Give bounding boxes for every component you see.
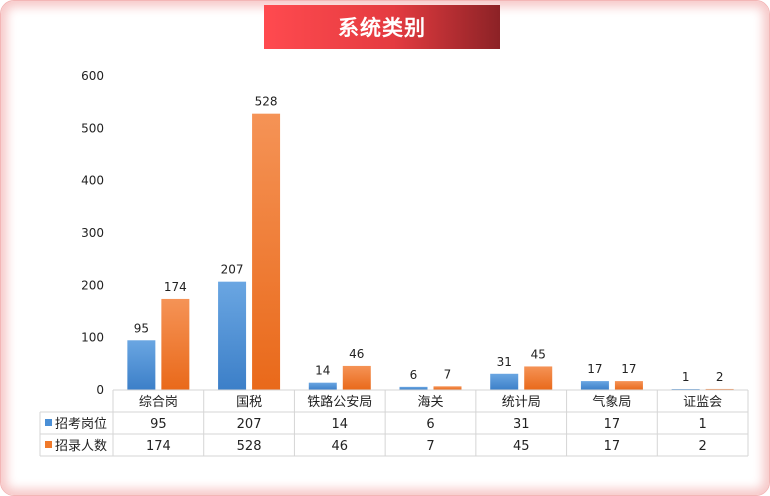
data-label: 17 — [621, 362, 636, 376]
y-tick-label: 400 — [81, 174, 104, 188]
table-cell-value: 1 — [699, 417, 707, 432]
table-cell-value: 31 — [513, 417, 530, 432]
data-label: 46 — [349, 347, 364, 361]
table-cell-value: 6 — [426, 417, 434, 432]
y-axis: 0 100 200 300 400 500 600 — [81, 69, 104, 397]
data-label: 6 — [410, 368, 418, 382]
table-cell-value: 17 — [604, 417, 621, 432]
data-label: 174 — [164, 280, 187, 294]
bar-positions — [308, 382, 337, 390]
category-label: 综合岗 — [139, 395, 178, 410]
table-cell-value: 7 — [426, 439, 434, 454]
table-cell-value: 207 — [237, 417, 262, 432]
bar-hires — [161, 298, 190, 390]
y-tick-label: 0 — [96, 383, 104, 397]
legend-swatch — [45, 441, 52, 448]
table-cell-value: 46 — [332, 439, 349, 454]
data-label: 1 — [682, 370, 690, 384]
data-label: 45 — [531, 347, 546, 361]
data-label: 17 — [587, 362, 602, 376]
bar-hires — [252, 113, 281, 391]
category-label: 统计局 — [502, 395, 541, 410]
bar-positions — [399, 386, 428, 390]
category-label: 气象局 — [592, 394, 631, 410]
data-label: 95 — [134, 321, 149, 335]
legend-label: 招录人数 — [55, 439, 107, 454]
data-label: 31 — [497, 355, 512, 369]
bars-group: 95 174 207 528 14 46 6 7 31 45 17 17 1 2 — [127, 95, 734, 391]
data-label: 7 — [444, 367, 452, 381]
category-label: 证监会 — [683, 395, 722, 410]
y-tick-label: 500 — [81, 121, 104, 135]
y-tick-label: 100 — [81, 331, 104, 345]
table-cell-value: 95 — [150, 417, 167, 432]
bar-hires — [614, 381, 643, 390]
y-tick-label: 600 — [81, 69, 104, 83]
category-label: 海关 — [417, 395, 443, 410]
bar-hires — [705, 388, 734, 390]
bar-hires — [433, 386, 462, 390]
category-label: 国税 — [236, 395, 262, 410]
bar-positions — [127, 340, 156, 390]
data-label: 528 — [255, 95, 278, 109]
legend-swatch — [45, 419, 52, 426]
chart-title: 系统类别 — [264, 5, 500, 49]
bar-hires — [342, 365, 371, 390]
bar-positions — [490, 373, 519, 390]
category-label: 铁路公安局 — [307, 394, 372, 410]
table-cell-value: 528 — [237, 439, 262, 454]
table-cell-value: 2 — [699, 439, 707, 454]
data-label: 207 — [221, 263, 244, 277]
data-label: 2 — [716, 370, 724, 384]
table-cell-value: 45 — [513, 439, 530, 454]
table-cell-value: 174 — [146, 439, 171, 454]
table-cell-value: 14 — [332, 417, 349, 432]
legend-label: 招考岗位 — [55, 417, 107, 432]
table-cell-value: 17 — [604, 439, 621, 454]
data-label: 14 — [315, 364, 330, 378]
bar-positions — [218, 281, 247, 390]
bar-positions — [580, 381, 609, 390]
bar-hires — [524, 366, 553, 390]
y-tick-label: 200 — [81, 278, 104, 292]
y-tick-label: 300 — [81, 226, 104, 240]
